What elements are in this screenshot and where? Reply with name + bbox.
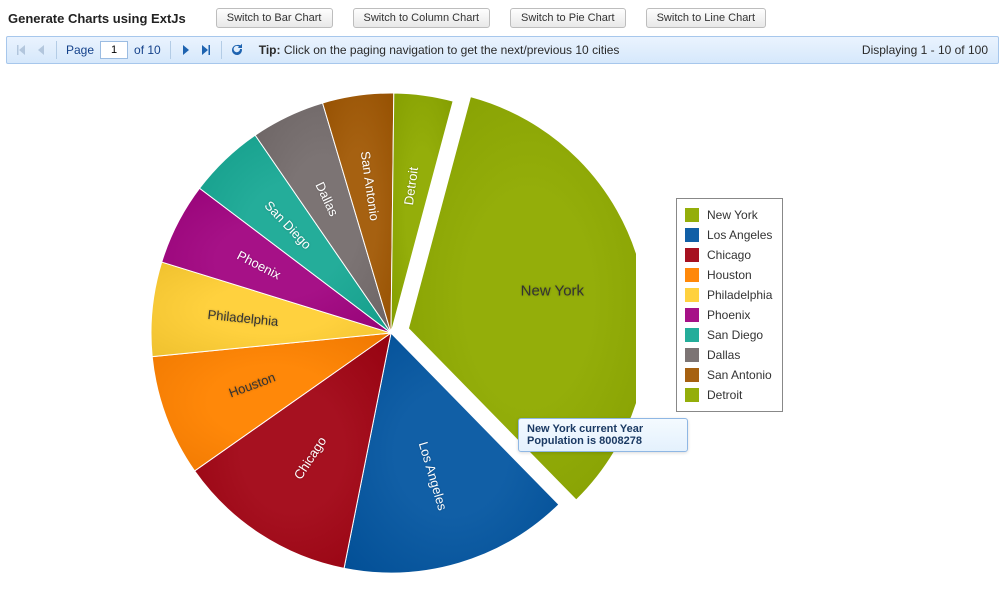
pie-chart[interactable]: New YorkLos AngelesChicagoHoustonPhilade… (146, 88, 636, 578)
switch-pie-button[interactable]: Switch to Pie Chart (510, 8, 626, 28)
legend-item[interactable]: Los Angeles (685, 225, 772, 245)
prev-page-icon[interactable] (33, 42, 49, 58)
legend-label: Detroit (707, 388, 742, 402)
legend-label: Chicago (707, 248, 751, 262)
legend-label: New York (707, 208, 758, 222)
legend-swatch (685, 268, 699, 282)
legend-swatch (685, 388, 699, 402)
paging-display: Displaying 1 - 10 of 100 (862, 43, 988, 57)
chart-tooltip: New York current Year Population is 8008… (518, 418, 688, 452)
legend-swatch (685, 208, 699, 222)
legend-item[interactable]: San Diego (685, 325, 772, 345)
legend-item[interactable]: Dallas (685, 345, 772, 365)
separator (170, 41, 171, 59)
page-label: Page (66, 43, 94, 57)
tip-text: Click on the paging navigation to get th… (284, 43, 620, 57)
legend-swatch (685, 348, 699, 362)
legend-label: Philadelphia (707, 288, 772, 302)
header-row: Generate Charts using ExtJs Switch to Ba… (6, 6, 999, 36)
legend-item[interactable]: Houston (685, 265, 772, 285)
tip-label: Tip: (259, 43, 281, 57)
legend-label: Los Angeles (707, 228, 772, 242)
refresh-icon[interactable] (229, 42, 245, 58)
legend-swatch (685, 308, 699, 322)
legend-label: San Diego (707, 328, 763, 342)
legend-item[interactable]: Philadelphia (685, 285, 772, 305)
legend-label: Houston (707, 268, 752, 282)
legend-item[interactable]: Chicago (685, 245, 772, 265)
page-input[interactable] (100, 41, 128, 59)
first-page-icon[interactable] (13, 42, 29, 58)
legend-item[interactable]: San Antonio (685, 365, 772, 385)
paging-tip: Tip: Click on the paging navigation to g… (259, 43, 620, 57)
last-page-icon[interactable] (198, 42, 214, 58)
legend-swatch (685, 328, 699, 342)
chart-area: New York Los Angeles Chicago Houston Philade… (6, 68, 996, 588)
page-of-label: of 10 (134, 43, 161, 57)
legend-swatch (685, 288, 699, 302)
legend-swatch (685, 368, 699, 382)
legend-swatch (685, 228, 699, 242)
switch-bar-button[interactable]: Switch to Bar Chart (216, 8, 333, 28)
legend-swatch (685, 248, 699, 262)
legend-item[interactable]: New York (685, 205, 772, 225)
switch-line-button[interactable]: Switch to Line Chart (646, 8, 766, 28)
next-page-icon[interactable] (178, 42, 194, 58)
legend-label: San Antonio (707, 368, 772, 382)
legend-item[interactable]: Detroit (685, 385, 772, 405)
switch-column-button[interactable]: Switch to Column Chart (353, 8, 491, 28)
legend-item[interactable]: Phoenix (685, 305, 772, 325)
separator (221, 41, 222, 59)
legend-label: Dallas (707, 348, 740, 362)
legend-label: Phoenix (707, 308, 750, 322)
separator (56, 41, 57, 59)
paging-toolbar: Page of 10 Tip: Click on the paging navi… (6, 36, 999, 64)
page-title: Generate Charts using ExtJs (8, 11, 186, 26)
legend: New York Los Angeles Chicago Houston Philade… (676, 198, 783, 412)
